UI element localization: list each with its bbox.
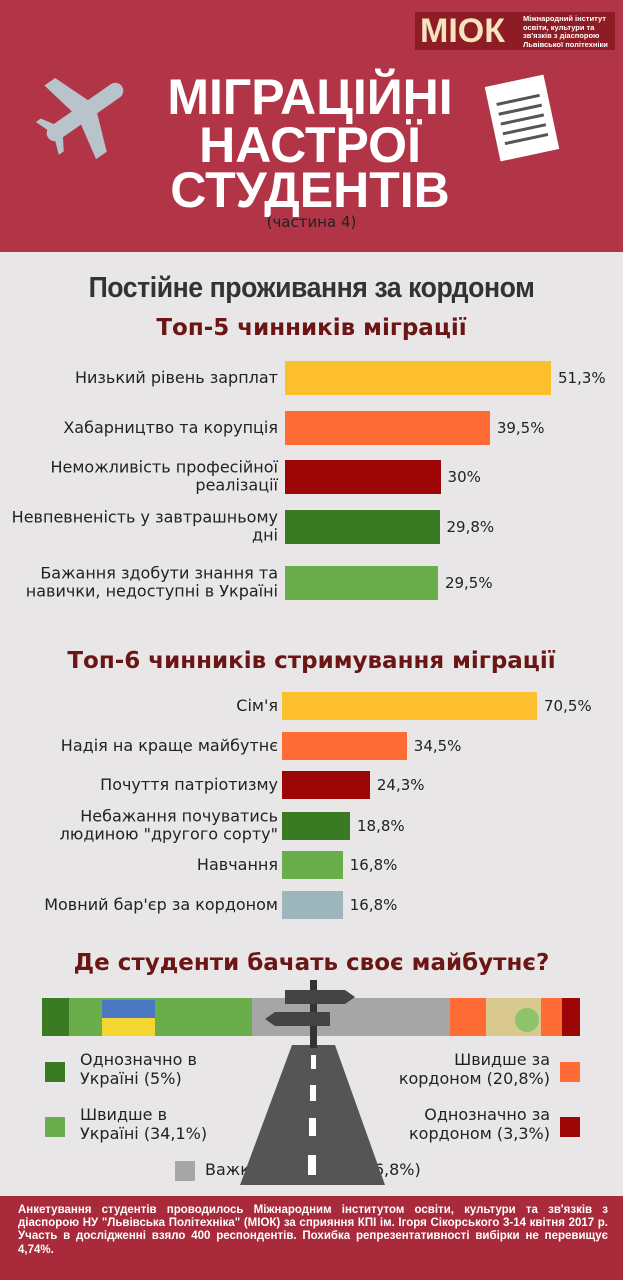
legend-swatch [45, 1117, 65, 1137]
header-icons [35, 74, 560, 162]
category-label: Мовний бар'єр за кордоном [44, 894, 278, 914]
category-label: Бажання здобути знання та навички, недос… [25, 563, 278, 601]
value-label: 30% [447, 468, 481, 486]
category-label: Неможливість професійної реалізації [50, 457, 278, 495]
bar [285, 460, 441, 494]
chart-title: Топ-6 чинників стримування міграції [67, 648, 556, 674]
value-label: 70,5% [544, 697, 592, 715]
title-line: СТУДЕНТІВ [170, 162, 450, 218]
bar [282, 732, 407, 760]
legend-swatch [45, 1062, 65, 1082]
logo: МІОК [420, 12, 505, 50]
value-label: 24,3% [376, 776, 425, 794]
bar-segment [68, 998, 253, 1036]
logo-box [415, 12, 615, 50]
value-label: 18,8% [357, 817, 405, 835]
bar-segment [252, 998, 451, 1036]
legend-swatch [175, 1161, 195, 1181]
section-title: Постійне проживання за кордоном [88, 272, 535, 304]
bar [282, 692, 537, 720]
category-label: Навчання [196, 854, 278, 874]
legend-label: Важко відповісти (36,8%) [205, 1160, 421, 1179]
legend-label: Швидше в Україні (34,1%) [80, 1105, 208, 1144]
category-label: Почуття патріотизму [100, 774, 278, 794]
bar-segment [562, 998, 580, 1036]
category-label: Небажання почуватись людиною "другого со… [59, 806, 278, 844]
legend-label: Однозначно в Україні (5%) [80, 1050, 197, 1089]
category-label: Сім'я [236, 695, 278, 715]
value-label: 34,5% [413, 737, 462, 755]
value-label: 29,8% [446, 518, 495, 536]
category-label: Невпевненість у завтрашньому дні [11, 507, 278, 545]
value-label: 16,8% [349, 896, 398, 914]
bar-segment [42, 998, 69, 1036]
footer-band [0, 1196, 623, 1280]
bar [285, 411, 490, 445]
value-label: 51,3% [558, 369, 606, 387]
legend-label: Швидше за кордоном (20,8%) [398, 1050, 550, 1089]
footer-text: Анкетування студентів проводилось Міжнар… [18, 1204, 608, 1256]
value-label: 16,8% [349, 856, 398, 874]
category-label: Низький рівень зарплат [74, 367, 278, 387]
bar [285, 361, 551, 395]
bar [282, 812, 350, 840]
legend-swatch [560, 1117, 580, 1137]
category-label: Хабарництво та корупція [63, 417, 278, 437]
value-label: 39,5% [496, 419, 545, 437]
value-label: 29,5% [444, 574, 493, 592]
legend-label: Однозначно за кордоном (3,3%) [409, 1105, 550, 1144]
bar [285, 510, 440, 544]
logo-text: Міжнародний інститут освіти, культури та… [523, 14, 608, 49]
bar [282, 891, 343, 919]
legend-swatch [560, 1062, 580, 1082]
chart-title: Де студенти бачать своє майбутнє? [73, 950, 550, 976]
bar-segment [450, 998, 563, 1036]
title-line: НАСТРОЇ [199, 117, 421, 173]
bar [285, 566, 438, 600]
category-label: Надія на краще майбутнє [60, 735, 278, 755]
subtitle: (частина 4) [266, 213, 357, 231]
bar [282, 851, 343, 879]
bar [282, 771, 370, 799]
title-line: МІГРАЦІЙНІ [167, 69, 453, 125]
chart-title: Топ-5 чинників міграції [156, 315, 467, 341]
